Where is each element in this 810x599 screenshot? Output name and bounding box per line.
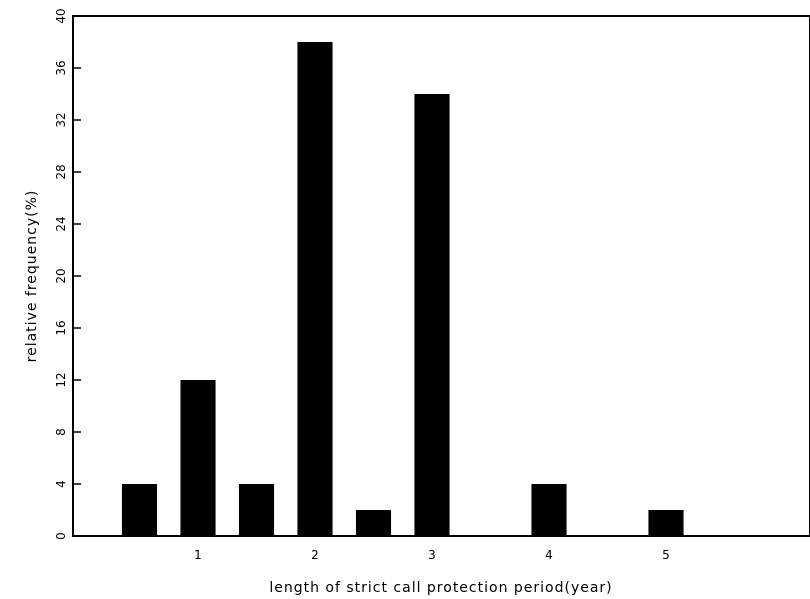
x-tick-label: 1 (194, 548, 202, 562)
x-tick-label: 4 (545, 548, 553, 562)
bar-4 (297, 42, 333, 536)
y-tick-label: 32 (54, 112, 68, 127)
x-tick-label: 2 (311, 548, 319, 562)
y-tick-label: 0 (54, 532, 68, 540)
y-tick-label: 20 (54, 268, 68, 283)
y-tick-label: 24 (54, 216, 68, 231)
bar-3 (238, 484, 275, 536)
x-tick-label: 5 (662, 548, 670, 562)
bar-7 (531, 484, 567, 536)
bar-1 (121, 484, 158, 536)
x-ticks: 1 2 3 4 5 (194, 528, 670, 562)
y-ticks: 0 4 8 12 16 20 24 28 32 36 40 (54, 8, 81, 540)
y-tick-label: 12 (54, 372, 68, 387)
y-tick-label: 40 (54, 8, 68, 23)
y-tick-label: 36 (54, 60, 68, 75)
y-tick-label: 28 (54, 164, 68, 179)
x-tick-label: 3 (428, 548, 436, 562)
bar-2 (180, 380, 216, 536)
bar-6 (414, 94, 450, 536)
bars (121, 42, 684, 536)
y-tick-label: 4 (54, 480, 68, 488)
bar-5 (355, 510, 392, 536)
x-axis-label: length of strict call protection period(… (269, 580, 612, 596)
y-tick-label: 8 (54, 428, 68, 436)
y-tick-label: 16 (54, 320, 68, 335)
y-axis-label: relative frequency(%) (24, 190, 40, 363)
